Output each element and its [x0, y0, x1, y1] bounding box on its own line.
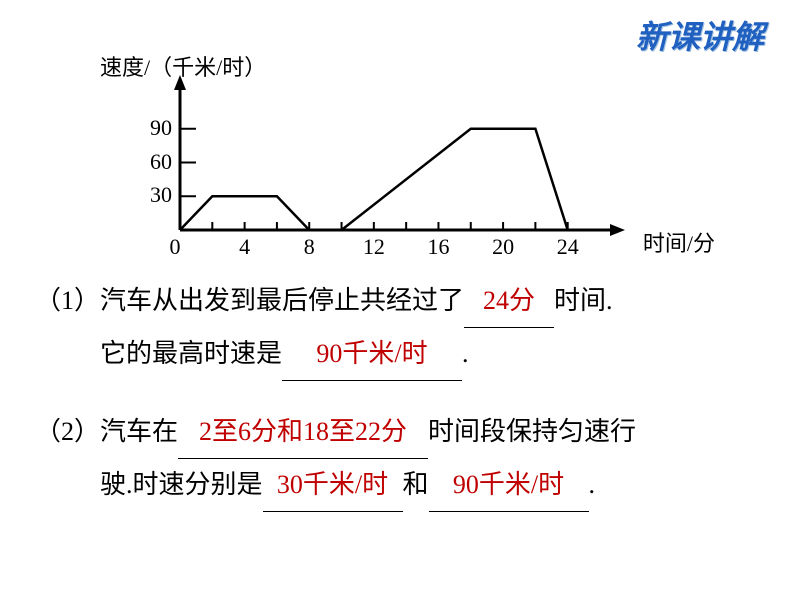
- q2-answer-3: 90千米/时: [453, 470, 564, 499]
- x-tick-16: 16: [423, 234, 453, 260]
- origin-label: 0: [160, 234, 190, 260]
- q2-answer-1: 2至6分和18至22分: [199, 417, 407, 446]
- q1-text-4: .: [462, 339, 469, 368]
- y-tick-30: 30: [132, 182, 172, 208]
- q2-text-5: .: [589, 470, 596, 499]
- q2-text-4: 和: [403, 470, 429, 499]
- q2-text-2: 时间段保持匀速行: [428, 417, 636, 446]
- x-tick-12: 12: [359, 234, 389, 260]
- y-tick-60: 60: [132, 149, 172, 175]
- q1-answer-2: 90千米/时: [316, 339, 427, 368]
- q1-text-1: （1）汽车从出发到最后停止共经过了: [35, 286, 464, 315]
- x-tick-8: 8: [294, 234, 324, 260]
- q1-text-3: 它的最高时速是: [100, 339, 282, 368]
- x-tick-4: 4: [230, 234, 260, 260]
- q1-text-2: 时间.: [554, 286, 613, 315]
- q1-answer-1: 24分: [483, 286, 535, 315]
- questions-area: （1）汽车从出发到最后停止共经过了 24分时间. 它的最高时速是 90千米/时. （…: [35, 275, 755, 537]
- y-tick-90: 90: [132, 115, 172, 141]
- q2-text-1: （2）汽车在: [35, 417, 178, 446]
- question-2: （2）汽车在 2至6分和18至22分时间段保持匀速行 驶.时速分别是 30千米/时和…: [35, 406, 755, 512]
- speed-time-chart: 速度/（千米/时） 时间/分 30609004812162024: [100, 50, 660, 260]
- x-axis-label: 时间/分: [643, 226, 715, 258]
- x-tick-24: 24: [553, 234, 583, 260]
- q2-text-3: 驶.时速分别是: [100, 470, 263, 499]
- question-1: （1）汽车从出发到最后停止共经过了 24分时间. 它的最高时速是 90千米/时.: [35, 275, 755, 381]
- chart-svg: [150, 70, 670, 255]
- q2-answer-2: 30千米/时: [277, 470, 388, 499]
- x-tick-20: 20: [488, 234, 518, 260]
